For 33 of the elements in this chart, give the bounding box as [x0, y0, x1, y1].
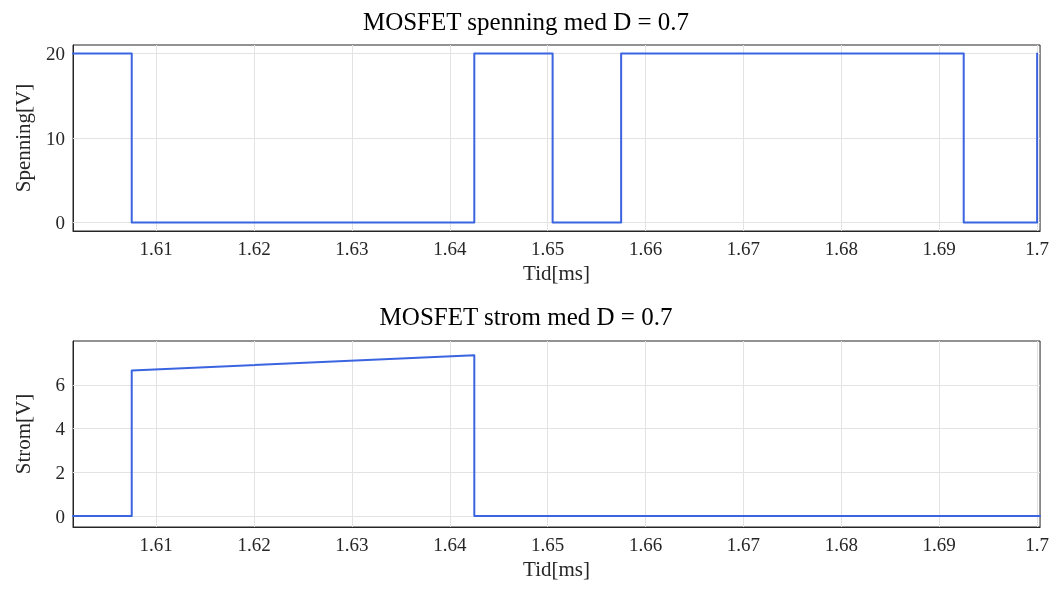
x-tick-label: 1.65 [531, 238, 565, 259]
x-tick-label: 1.64 [433, 534, 467, 555]
x-tick-label: 1.67 [726, 238, 761, 259]
x-tick-label: 1.62 [237, 534, 271, 555]
y-axis-title: Strom[V] [10, 393, 35, 475]
x-tick-label: 1.69 [922, 238, 956, 259]
x-tick-label: 1.61 [139, 238, 173, 259]
y-tick-label: 6 [55, 374, 65, 396]
x-tick-label: 1.66 [628, 534, 663, 555]
x-tick-label: 1.69 [922, 534, 956, 555]
y-tick-label: 20 [46, 42, 65, 64]
x-axis-title: Tid[ms] [523, 261, 590, 286]
x-axis-title: Tid[ms] [523, 557, 590, 582]
x-tick-label: 1.7 [1025, 238, 1049, 259]
x-tick-label: 1.62 [237, 238, 271, 259]
x-tick-label: 1.68 [824, 238, 858, 259]
x-tick-label: 1.63 [335, 238, 369, 259]
y-tick-label: 0 [55, 212, 65, 234]
y-axis-title: Spenning[V] [10, 83, 35, 193]
chart-title: MOSFET spenning med D = 0.7 [362, 8, 690, 35]
y-tick-label: 0 [55, 505, 65, 527]
x-tick-label: 1.63 [335, 534, 369, 555]
x-tick-label: 1.68 [824, 534, 858, 555]
x-tick-label: 1.67 [726, 534, 761, 555]
x-tick-label: 1.7 [1025, 534, 1049, 555]
x-tick-label: 1.64 [433, 238, 467, 259]
y-tick-label: 10 [46, 127, 65, 149]
x-tick-label: 1.61 [139, 534, 173, 555]
chart-title: MOSFET strom med D = 0.7 [379, 303, 673, 330]
x-tick-label: 1.65 [531, 534, 565, 555]
x-tick-label: 1.66 [628, 238, 663, 259]
y-tick-label: 4 [55, 418, 66, 440]
y-tick-label: 2 [55, 461, 65, 483]
